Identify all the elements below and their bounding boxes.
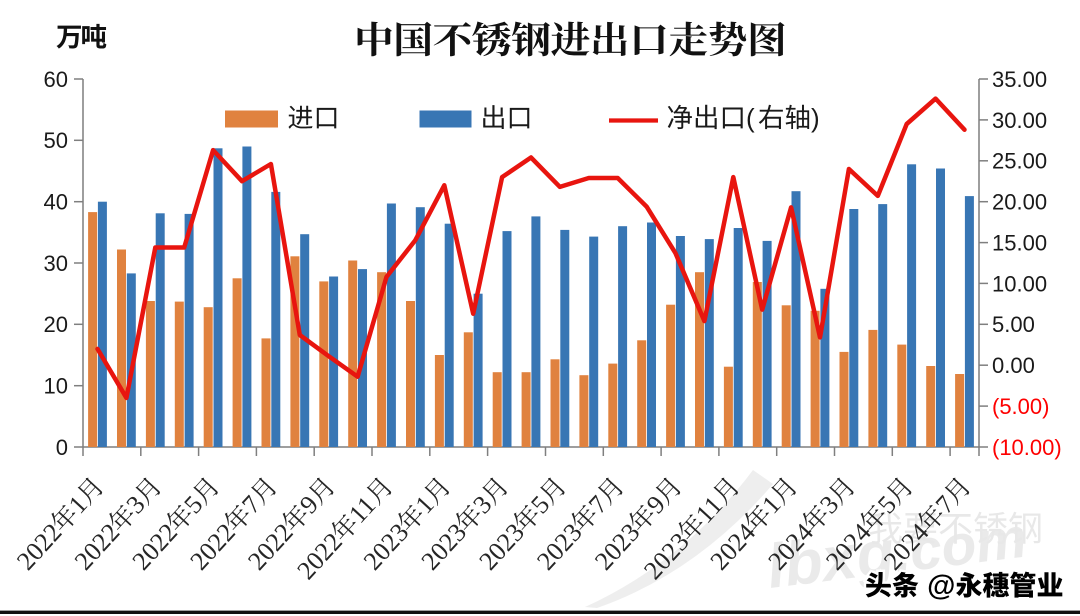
svg-text:20: 20 [44, 312, 68, 337]
svg-text:15.00: 15.00 [992, 231, 1047, 256]
svg-text:20.00: 20.00 [992, 190, 1047, 215]
svg-text:0.00: 0.00 [992, 353, 1035, 378]
svg-text:5.00: 5.00 [992, 312, 1035, 337]
svg-text:): ) [811, 103, 820, 133]
svg-text:30: 30 [44, 251, 68, 276]
svg-text:10: 10 [44, 374, 68, 399]
svg-text:40: 40 [44, 190, 68, 215]
svg-text:30.00: 30.00 [992, 108, 1047, 133]
svg-text:35.00: 35.00 [992, 67, 1047, 92]
svg-text:@: @ [927, 570, 955, 602]
svg-text:60: 60 [44, 67, 68, 92]
svg-text:(5.00): (5.00) [992, 394, 1049, 419]
svg-text:(: ( [746, 103, 755, 133]
svg-text:0: 0 [56, 435, 68, 460]
svg-text:(10.00): (10.00) [992, 435, 1062, 460]
svg-text:50: 50 [44, 128, 68, 153]
svg-text:10.00: 10.00 [992, 271, 1047, 296]
svg-text:25.00: 25.00 [992, 149, 1047, 174]
